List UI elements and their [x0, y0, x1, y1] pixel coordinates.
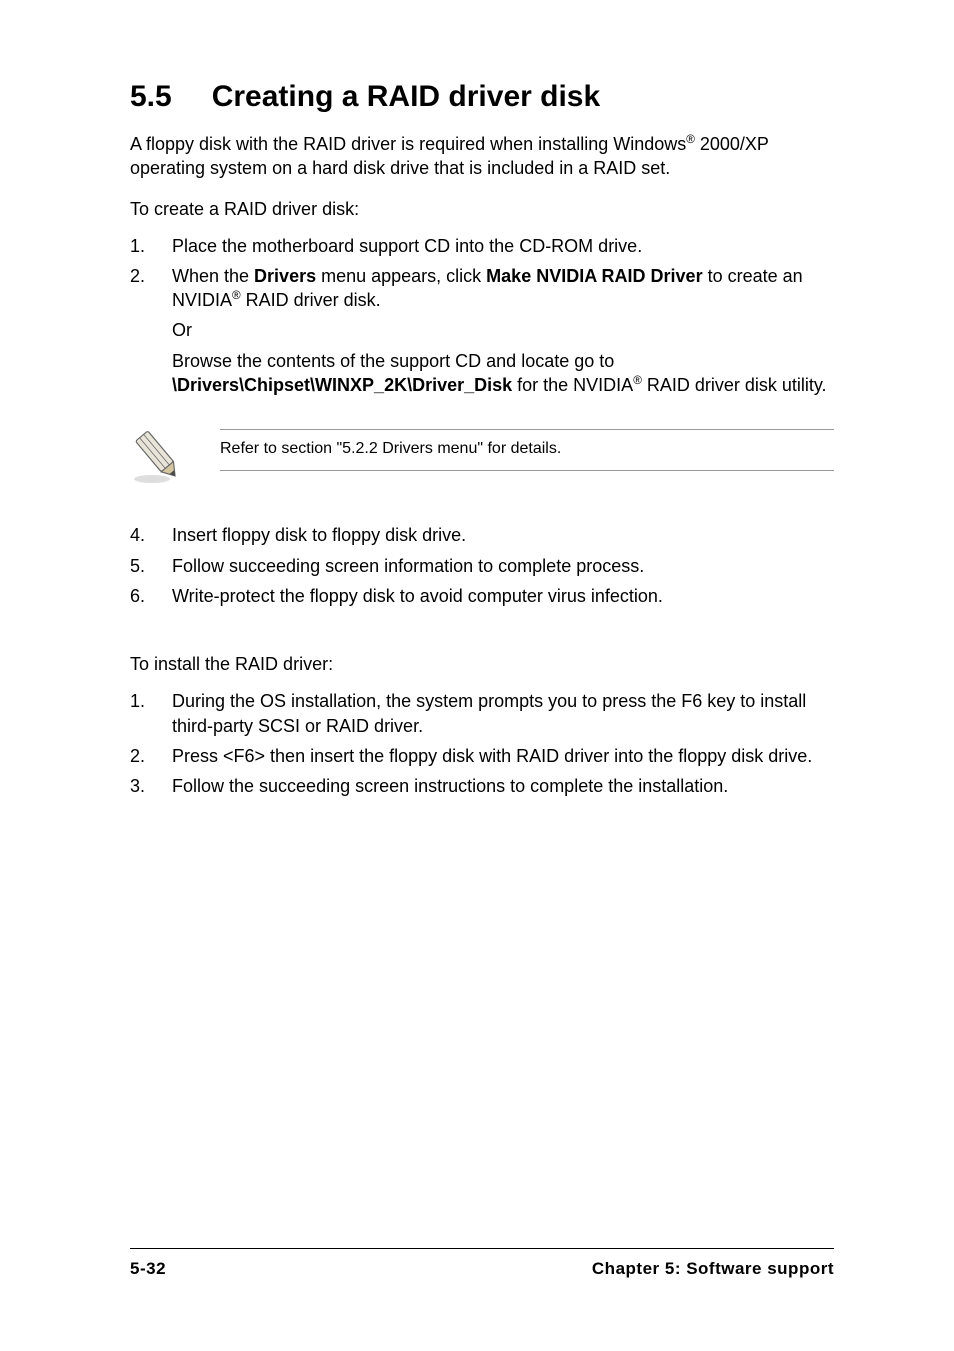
step-text: Place the motherboard support CD into th… — [172, 234, 834, 258]
section-heading: 5.5 Creating a RAID driver disk — [130, 80, 834, 114]
registered-mark: ® — [686, 133, 695, 146]
pencil-icon — [130, 419, 220, 487]
t: for the NVIDIA — [512, 375, 633, 395]
chapter-label: Chapter 5: Software support — [592, 1259, 834, 1279]
create-subhead: To create a RAID driver disk: — [130, 199, 834, 220]
step-text: Follow succeeding screen information to … — [172, 554, 834, 578]
page-footer: 5-32 Chapter 5: Software support — [130, 1248, 834, 1279]
path-bold: \Drivers\Chipset\WINXP_2K\Driver_Disk — [172, 375, 512, 395]
spacer — [130, 630, 834, 654]
list-item: 1. Place the motherboard support CD into… — [130, 234, 834, 258]
note-callout: Refer to section "5.2.2 Drivers menu" fo… — [130, 419, 834, 487]
list-item: 2. When the Drivers menu appears, click … — [130, 264, 834, 397]
list-item: 4. Insert floppy disk to floppy disk dri… — [130, 523, 834, 547]
registered-mark: ® — [232, 289, 241, 302]
step-number: 1. — [130, 234, 172, 258]
t: menu appears, click — [316, 266, 486, 286]
callout-body: Refer to section "5.2.2 Drivers menu" fo… — [220, 419, 834, 471]
page-number: 5-32 — [130, 1259, 166, 1279]
drivers-bold: Drivers — [254, 266, 316, 286]
intro-pre: A floppy disk with the RAID driver is re… — [130, 134, 686, 154]
footer-row: 5-32 Chapter 5: Software support — [130, 1259, 834, 1279]
or-label: Or — [172, 318, 834, 342]
steps-install: 1. During the OS installation, the syste… — [130, 689, 834, 798]
t: Browse the contents of the support CD an… — [172, 351, 614, 371]
make-driver-bold: Make NVIDIA RAID Driver — [486, 266, 702, 286]
step-number: 3. — [130, 774, 172, 798]
step-text: Insert floppy disk to floppy disk drive. — [172, 523, 834, 547]
t: RAID driver disk utility. — [642, 375, 827, 395]
step-number: 1. — [130, 689, 172, 738]
steps-create: 1. Place the motherboard support CD into… — [130, 234, 834, 398]
list-item: 5. Follow succeeding screen information … — [130, 554, 834, 578]
step-text: Press <F6> then insert the floppy disk w… — [172, 744, 834, 768]
steps-create-continued: 4. Insert floppy disk to floppy disk dri… — [130, 523, 834, 608]
step-number: 6. — [130, 584, 172, 608]
section-title: Creating a RAID driver disk — [212, 80, 600, 113]
footer-rule — [130, 1248, 834, 1249]
intro-paragraph: A floppy disk with the RAID driver is re… — [130, 132, 834, 181]
list-item: 2. Press <F6> then insert the floppy dis… — [130, 744, 834, 768]
callout-text: Refer to section "5.2.2 Drivers menu" fo… — [220, 430, 834, 470]
step-number: 4. — [130, 523, 172, 547]
list-item: 3. Follow the succeeding screen instruct… — [130, 774, 834, 798]
step-number: 2. — [130, 744, 172, 768]
step-text: Write-protect the floppy disk to avoid c… — [172, 584, 834, 608]
t: RAID driver disk. — [241, 290, 381, 310]
step-number: 5. — [130, 554, 172, 578]
list-item: 6. Write-protect the floppy disk to avoi… — [130, 584, 834, 608]
step-body: When the Drivers menu appears, click Mak… — [172, 264, 834, 397]
step-number: 2. — [130, 264, 172, 397]
section-number: 5.5 — [130, 80, 172, 114]
t: When the — [172, 266, 254, 286]
list-item: 1. During the OS installation, the syste… — [130, 689, 834, 738]
callout-rule-bottom — [220, 470, 834, 471]
step-text: During the OS installation, the system p… — [172, 689, 834, 738]
registered-mark: ® — [633, 374, 642, 387]
install-subhead: To install the RAID driver: — [130, 654, 834, 675]
step-text: Follow the succeeding screen instruction… — [172, 774, 834, 798]
